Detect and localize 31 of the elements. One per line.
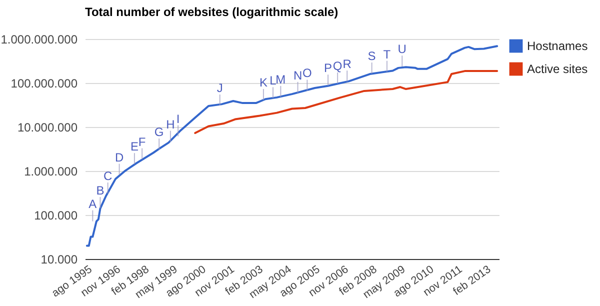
y-tick-label: 10.000.000 [17, 120, 78, 134]
annotation: O [302, 66, 312, 80]
line-series [86, 45, 498, 247]
y-tick-label: 100.000 [34, 208, 78, 222]
annotation: J [216, 81, 223, 96]
annotation: U [398, 42, 406, 56]
annotation: S [368, 49, 376, 64]
annotation: T [383, 47, 392, 62]
annotation: B [96, 184, 104, 198]
annotation: R [342, 57, 352, 72]
y-tick-label: 100.000.000 [10, 76, 78, 90]
annotation: M [276, 72, 286, 86]
annotation: A [88, 196, 97, 211]
legend-label: Hostnames [527, 39, 588, 53]
annotation: F [138, 134, 146, 149]
y-tick-label: 1.000.000 [24, 164, 78, 178]
legend-label: Active sites [527, 62, 588, 76]
annotation: Q [332, 58, 342, 73]
annotation: K [259, 76, 268, 90]
annotation: D [114, 150, 124, 164]
annotation: N [293, 68, 302, 82]
annotation: E [130, 140, 138, 154]
annotation: G [154, 125, 164, 140]
annotation: L [270, 74, 277, 88]
y-tick-label: 1.000.000.000 [0, 32, 78, 46]
annotation: I [176, 112, 180, 126]
annotation: H [166, 117, 175, 132]
chart-title: Total number of websites (logarithmic scale) [85, 5, 338, 19]
y-tick-label: 10.000 [40, 252, 78, 266]
annotation: C [103, 169, 112, 184]
annotation: P [324, 61, 332, 76]
